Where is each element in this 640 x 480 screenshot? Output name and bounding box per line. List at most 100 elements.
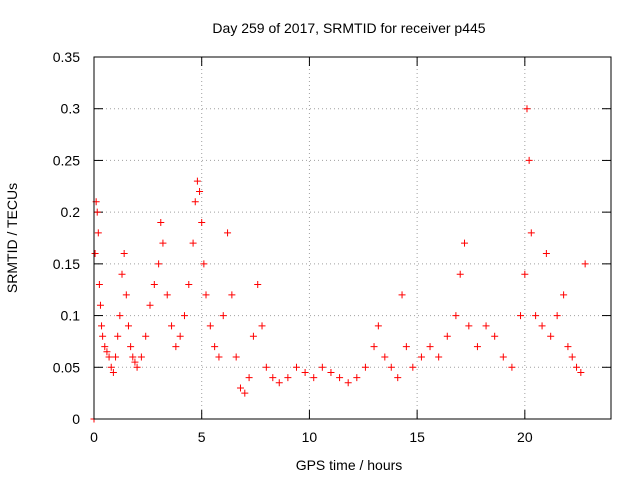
data-point (353, 374, 361, 382)
data-point (142, 332, 150, 340)
data-point (146, 301, 154, 309)
data-point (394, 374, 402, 382)
data-point (553, 312, 561, 320)
data-point (417, 353, 425, 361)
data-point (387, 363, 395, 371)
data-point (456, 270, 464, 278)
data-point (381, 353, 389, 361)
data-point (103, 348, 111, 356)
data-point (129, 353, 137, 361)
data-point (137, 353, 145, 361)
data-point (127, 343, 135, 351)
data-point (370, 343, 378, 351)
data-point (292, 363, 300, 371)
data-point (116, 312, 124, 320)
x-tick-label: 15 (409, 429, 425, 445)
data-point (185, 281, 193, 289)
data-point (99, 332, 107, 340)
data-point (176, 332, 184, 340)
data-point (517, 312, 525, 320)
data-point (398, 291, 406, 299)
data-point (301, 368, 309, 376)
data-point (191, 198, 199, 206)
data-point (499, 353, 507, 361)
data-point (180, 312, 188, 320)
x-axis-label: GPS time / hours (296, 457, 403, 473)
data-point (109, 368, 117, 376)
y-tick-label: 0 (72, 411, 80, 427)
data-point (258, 322, 266, 330)
data-point (228, 291, 236, 299)
y-axis-label: SRMTID / TECUs (4, 183, 20, 293)
y-tick-label: 0.05 (53, 359, 80, 375)
data-point (215, 353, 223, 361)
data-point (189, 239, 197, 247)
data-point (91, 250, 99, 258)
data-point (521, 270, 529, 278)
data-point (232, 353, 240, 361)
y-tick-label: 0.35 (53, 49, 80, 65)
data-point (361, 363, 369, 371)
data-point (150, 281, 158, 289)
data-point (577, 368, 585, 376)
data-point (249, 332, 257, 340)
data-point (452, 312, 460, 320)
data-point (163, 291, 171, 299)
data-point (114, 332, 122, 340)
data-point (443, 332, 451, 340)
data-point (107, 363, 115, 371)
y-tick-label: 0.25 (53, 152, 80, 168)
data-point (560, 291, 568, 299)
data-point (482, 322, 490, 330)
data-point (193, 177, 201, 185)
data-point (491, 332, 499, 340)
data-point (310, 374, 318, 382)
data-point (241, 389, 249, 397)
data-point (224, 229, 232, 237)
grid-lines (94, 57, 611, 419)
data-point (157, 218, 165, 226)
data-point (120, 250, 128, 258)
data-point (573, 363, 581, 371)
plot-frame (93, 56, 612, 420)
data-point (275, 379, 283, 387)
data-point (133, 363, 141, 371)
data-point (508, 363, 516, 371)
data-point (202, 291, 210, 299)
y-tick-label: 0.3 (61, 101, 81, 117)
chart-title: Day 259 of 2017, SRMTID for receiver p44… (212, 20, 485, 36)
data-point (344, 379, 352, 387)
x-tick-label: 20 (517, 429, 533, 445)
data-point (168, 322, 176, 330)
data-point (159, 239, 167, 247)
data-point (112, 353, 120, 361)
y-tick-label: 0.2 (61, 204, 81, 220)
data-point (465, 322, 473, 330)
data-point (206, 322, 214, 330)
data-point (461, 239, 469, 247)
data-point (568, 353, 576, 361)
data-point (236, 384, 244, 392)
data-point (95, 281, 103, 289)
data-point (105, 353, 113, 361)
data-point (327, 368, 335, 376)
data-point (473, 343, 481, 351)
data-point (374, 322, 382, 330)
y-tick-label: 0.15 (53, 256, 80, 272)
data-point (131, 358, 139, 366)
data-point (198, 218, 206, 226)
data-point (318, 363, 326, 371)
x-tick-label: 0 (90, 429, 98, 445)
data-point (581, 260, 589, 268)
data-point (172, 343, 180, 351)
data-point (219, 312, 227, 320)
x-tick-label: 5 (198, 429, 206, 445)
data-point (532, 312, 540, 320)
data-point (402, 343, 410, 351)
data-point (564, 343, 572, 351)
data-point (542, 250, 550, 258)
data-point (525, 156, 533, 164)
data-point (196, 187, 204, 195)
data-point (547, 332, 555, 340)
